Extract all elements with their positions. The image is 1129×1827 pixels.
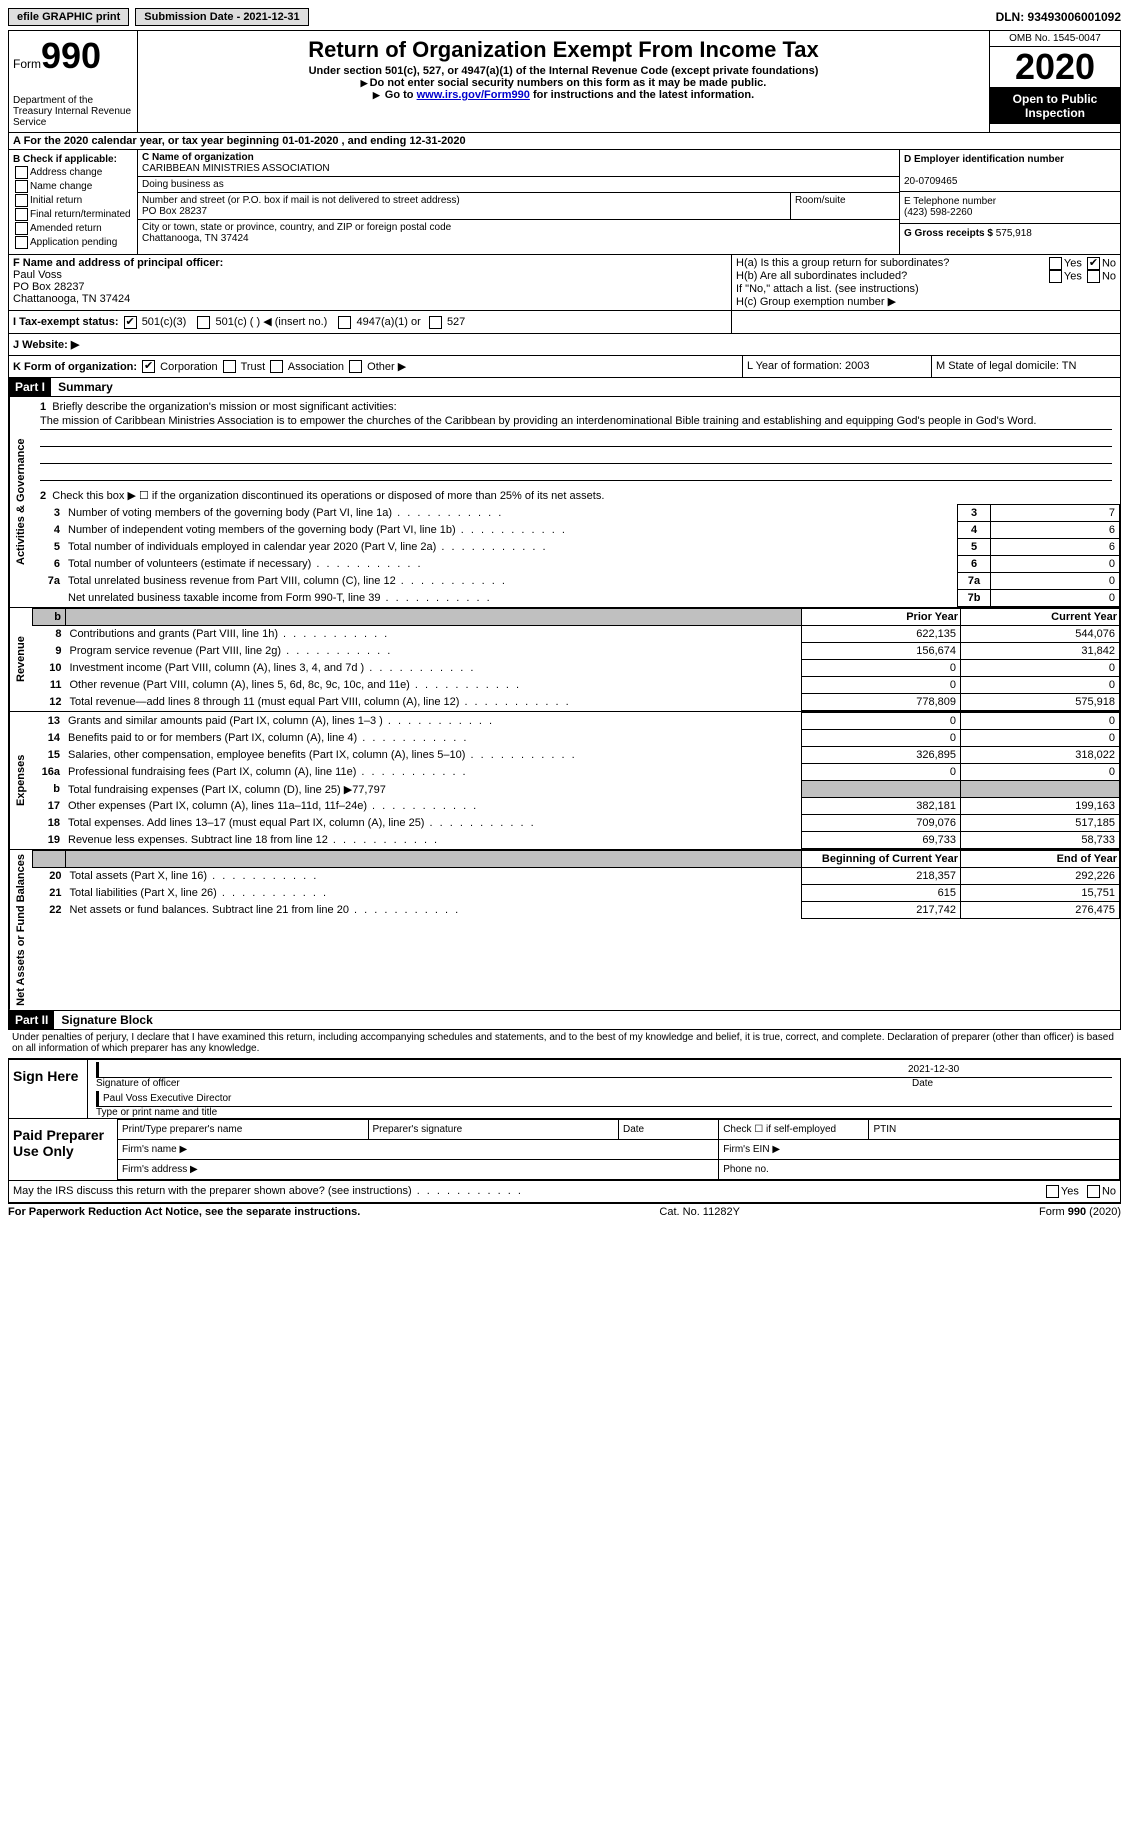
row-exempt: I Tax-exempt status: 501(c)(3) 501(c) ( …	[8, 311, 1121, 334]
part1-title: Summary	[58, 380, 113, 394]
row-a: A For the 2020 calendar year, or tax yea…	[8, 133, 1121, 150]
netassets-section: Net Assets or Fund Balances Beginning of…	[8, 850, 1121, 1011]
irs-link[interactable]: www.irs.gov/Form990	[417, 89, 530, 101]
street-address: PO Box 28237	[142, 206, 786, 217]
submission-date-button[interactable]: Submission Date - 2021-12-31	[135, 8, 308, 26]
part1-header: Part I	[9, 378, 51, 396]
form-footer: Form 990 (2020)	[1039, 1206, 1121, 1218]
header-mid: Return of Organization Exempt From Incom…	[138, 31, 989, 132]
inspection-label: Open to Public Inspection	[990, 88, 1120, 124]
signature-block: Sign Here 2021-12-30 Signature of office…	[8, 1058, 1121, 1119]
preparer-block: Paid Preparer Use Only Print/Type prepar…	[8, 1119, 1121, 1181]
box-h: H(a) Is this a group return for subordin…	[732, 255, 1120, 310]
check-address[interactable]: Address change	[13, 166, 133, 179]
box-b: B Check if applicable: Address change Na…	[9, 150, 138, 254]
box-c: C Name of organization CARIBBEAN MINISTR…	[138, 150, 899, 254]
cat-no: Cat. No. 11282Y	[659, 1206, 740, 1218]
mission-text: The mission of Caribbean Ministries Asso…	[40, 415, 1112, 430]
form-header: Form990 Department of the Treasury Inter…	[8, 30, 1121, 133]
telephone-value: (423) 598-2260	[904, 207, 972, 218]
paid-preparer-label: Paid Preparer Use Only	[9, 1119, 117, 1180]
box-d: D Employer identification number 20-0709…	[899, 150, 1120, 254]
omb-number: OMB No. 1545-0047	[990, 31, 1120, 47]
topbar: efile GRAPHIC print Submission Date - 20…	[8, 8, 1121, 26]
part2-title: Signature Block	[61, 1013, 152, 1027]
note-ssn: Do not enter social security numbers on …	[146, 77, 981, 89]
header-right: OMB No. 1545-0047 2020 Open to Public In…	[989, 31, 1120, 132]
check-amended[interactable]: Amended return	[13, 222, 133, 235]
revenue-section: Revenue bPrior YearCurrent Year8Contribu…	[8, 608, 1121, 712]
revenue-vlabel: Revenue	[9, 608, 32, 711]
efile-button[interactable]: efile GRAPHIC print	[8, 8, 129, 26]
governance-section: Activities & Governance 1 Briefly descri…	[8, 397, 1121, 608]
form-number: 990	[41, 35, 101, 76]
check-name[interactable]: Name change	[13, 180, 133, 193]
row-klm: K Form of organization: Corporation Trus…	[8, 356, 1121, 379]
governance-vlabel: Activities & Governance	[9, 397, 32, 607]
check-pending[interactable]: Application pending	[13, 236, 133, 249]
sig-date-value: 2021-12-30	[908, 1064, 1108, 1075]
org-name: CARIBBEAN MINISTRIES ASSOCIATION	[142, 163, 895, 174]
dept-label: Department of the Treasury Internal Reve…	[13, 95, 133, 128]
expenses-vlabel: Expenses	[9, 712, 32, 849]
penalty-text: Under penalties of perjury, I declare th…	[8, 1030, 1121, 1056]
check-final[interactable]: Final return/terminated	[13, 208, 133, 221]
officer-name: Paul Voss Executive Director	[103, 1093, 231, 1104]
check-initial[interactable]: Initial return	[13, 194, 133, 207]
gross-receipts-value: 575,918	[996, 228, 1032, 239]
row-website: J Website: ▶	[8, 334, 1121, 356]
sign-here-label: Sign Here	[9, 1060, 88, 1118]
expenses-section: Expenses 13Grants and similar amounts pa…	[8, 712, 1121, 850]
form-subtitle: Under section 501(c), 527, or 4947(a)(1)…	[146, 65, 981, 77]
paperwork-notice: For Paperwork Reduction Act Notice, see …	[8, 1206, 360, 1218]
section-fh: F Name and address of principal officer:…	[8, 255, 1121, 311]
city-value: Chattanooga, TN 37424	[142, 233, 895, 244]
note-link: Go to www.irs.gov/Form990 for instructio…	[146, 89, 981, 101]
part2-header: Part II	[9, 1011, 54, 1029]
netassets-vlabel: Net Assets or Fund Balances	[9, 850, 32, 1010]
tax-year: 2020	[990, 47, 1120, 88]
section-bcd: B Check if applicable: Address change Na…	[8, 150, 1121, 255]
box-f: F Name and address of principal officer:…	[9, 255, 732, 310]
form-word: Form	[13, 57, 41, 71]
dln-label: DLN: 93493006001092	[996, 10, 1121, 24]
header-left: Form990 Department of the Treasury Inter…	[9, 31, 138, 132]
ein-value: 20-0709465	[904, 176, 957, 187]
form-title: Return of Organization Exempt From Incom…	[146, 37, 981, 63]
footer: For Paperwork Reduction Act Notice, see …	[8, 1203, 1121, 1220]
